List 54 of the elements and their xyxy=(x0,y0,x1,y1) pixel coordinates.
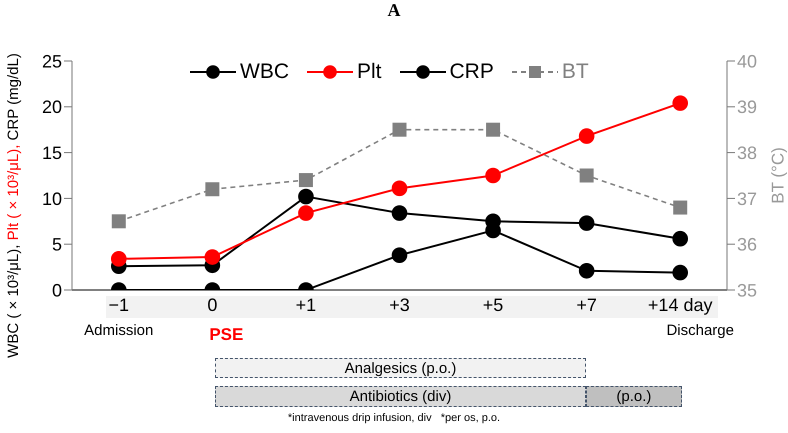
x-tick-label: +1 xyxy=(296,294,316,315)
point xyxy=(486,122,500,137)
timeline-box: Antibiotics (div) xyxy=(215,386,586,407)
x-tick-label: 0 xyxy=(207,294,218,315)
point xyxy=(392,247,408,263)
point xyxy=(204,249,220,265)
legend-label: CRP xyxy=(450,60,494,84)
point xyxy=(392,180,408,196)
x-tick-label: +5 xyxy=(482,294,504,315)
point xyxy=(298,205,314,221)
point xyxy=(672,264,688,280)
point xyxy=(673,200,688,215)
timeline-box: (p.o.) xyxy=(586,386,682,407)
text: PSE xyxy=(208,325,244,345)
point xyxy=(205,182,220,196)
legend-label: Plt xyxy=(357,60,382,84)
y2-tick-label: 35 xyxy=(737,280,758,300)
point xyxy=(578,262,594,279)
point xyxy=(485,168,501,184)
y-tick-label: 25 xyxy=(42,51,62,72)
text: Discharge xyxy=(665,322,735,339)
y-axis-title: WBC ( × 10³/μL), Plt ( × 10³/μL), CRP (mg/dL) xyxy=(5,53,22,358)
y-tick-label: 5 xyxy=(52,234,62,255)
y2-tick-label: 38 xyxy=(737,142,758,163)
point xyxy=(578,128,594,144)
x-tick-label: +14 day xyxy=(648,294,712,315)
legend-label: BT xyxy=(562,60,589,84)
y2-tick-label: 37 xyxy=(737,188,758,209)
point xyxy=(672,95,688,111)
x-tick-label: −1 xyxy=(108,294,130,315)
y2-tick-label: 39 xyxy=(737,97,758,118)
y2-axis-title: BT (°C) xyxy=(768,147,788,204)
y-tick-label: 0 xyxy=(52,280,62,300)
point xyxy=(392,205,408,221)
x-tick-label: +3 xyxy=(389,294,410,315)
y-tick-label: 15 xyxy=(42,142,62,163)
point xyxy=(110,251,127,267)
chart-title: A xyxy=(386,0,402,21)
point xyxy=(578,215,594,231)
timeline-box: Analgesics (p.o.) xyxy=(215,358,586,378)
y2-tick-label: 40 xyxy=(737,51,758,72)
y-tick-label: 10 xyxy=(42,188,62,209)
y2-tick-label: 36 xyxy=(737,234,758,255)
point xyxy=(580,168,594,182)
x-tick-label: +7 xyxy=(576,294,597,315)
y-tick-label: 20 xyxy=(42,97,62,118)
legend-label: WBC xyxy=(240,60,289,84)
text: *intravenous drip infusion, div *per os, p.o. xyxy=(286,412,502,424)
point xyxy=(112,214,126,228)
point xyxy=(392,122,406,137)
text: Admission xyxy=(83,322,154,339)
point xyxy=(672,230,688,247)
point xyxy=(298,173,313,188)
point xyxy=(298,188,314,204)
